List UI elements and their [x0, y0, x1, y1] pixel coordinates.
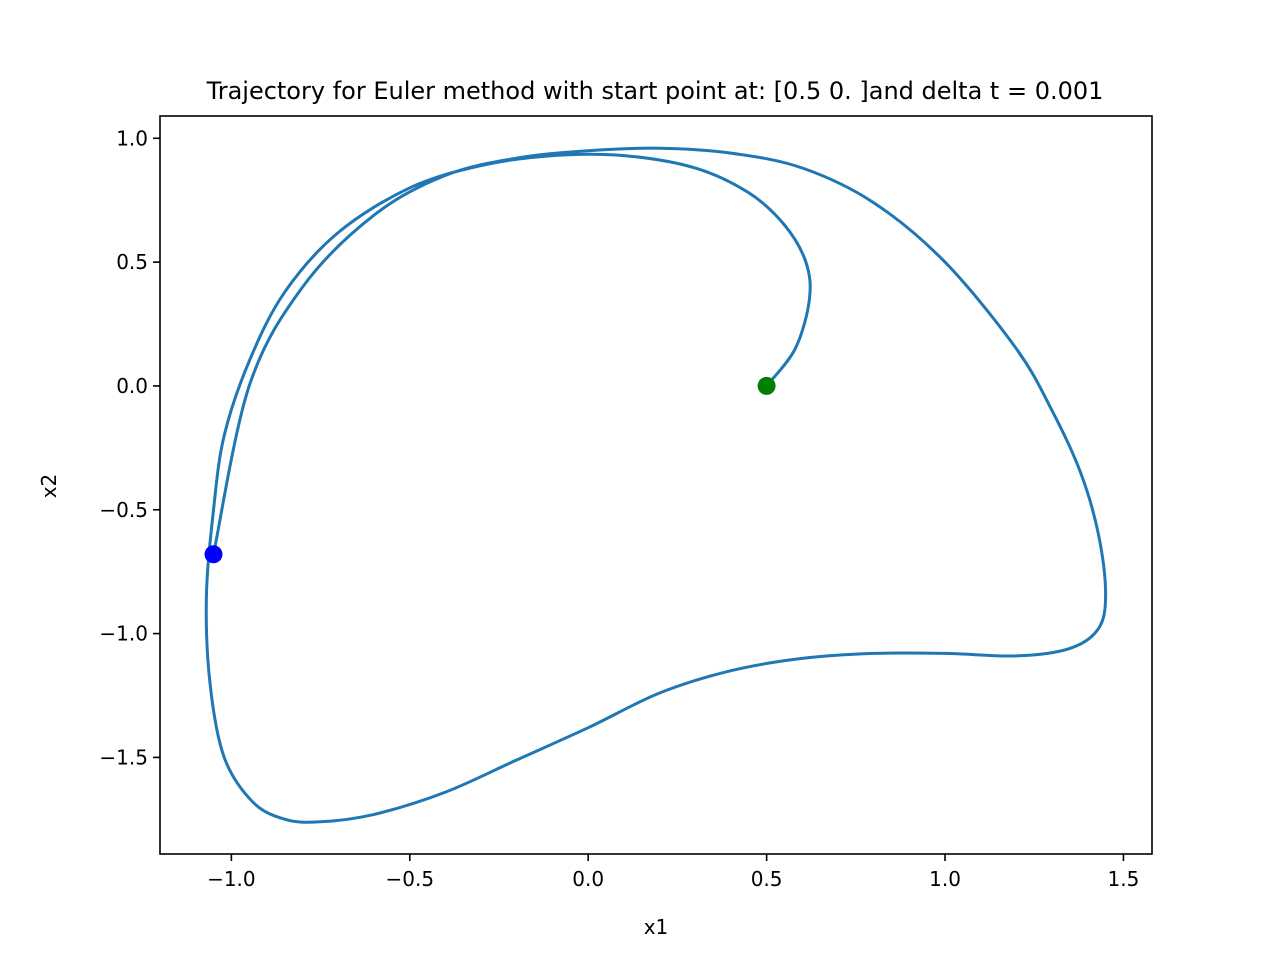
plot-area: [204, 146, 1108, 824]
x-tick-label: −1.0: [207, 867, 256, 891]
plot-frame: [159, 115, 1153, 855]
series-line-0: [204, 146, 1108, 824]
y-axis-label: x2: [37, 474, 61, 499]
y-tick-label: −1.5: [99, 745, 148, 769]
x-tick-label: 0.0: [572, 867, 604, 891]
x-tick-label: 1.0: [929, 867, 961, 891]
y-tick-label: 0.5: [116, 250, 148, 274]
x-tick-label: 0.5: [751, 867, 783, 891]
chart-title: Trajectory for Euler method with start p…: [206, 77, 1104, 105]
y-tick-label: 1.0: [116, 126, 148, 150]
point-marker-1: [204, 545, 223, 564]
x-tick-label: −0.5: [385, 867, 434, 891]
y-axis: 1.0 0.5 0.0 −0.5 −1.0 −1.5: [99, 126, 160, 769]
x-axis: −1.0 −0.5 0.0 0.5 1.0 1.5: [207, 854, 1139, 891]
x-axis-label: x1: [644, 915, 669, 939]
x-tick-label: 1.5: [1108, 867, 1140, 891]
y-tick-label: −0.5: [99, 498, 148, 522]
y-tick-label: −1.0: [99, 622, 148, 646]
point-marker-0: [757, 376, 776, 395]
y-tick-label: 0.0: [116, 374, 148, 398]
